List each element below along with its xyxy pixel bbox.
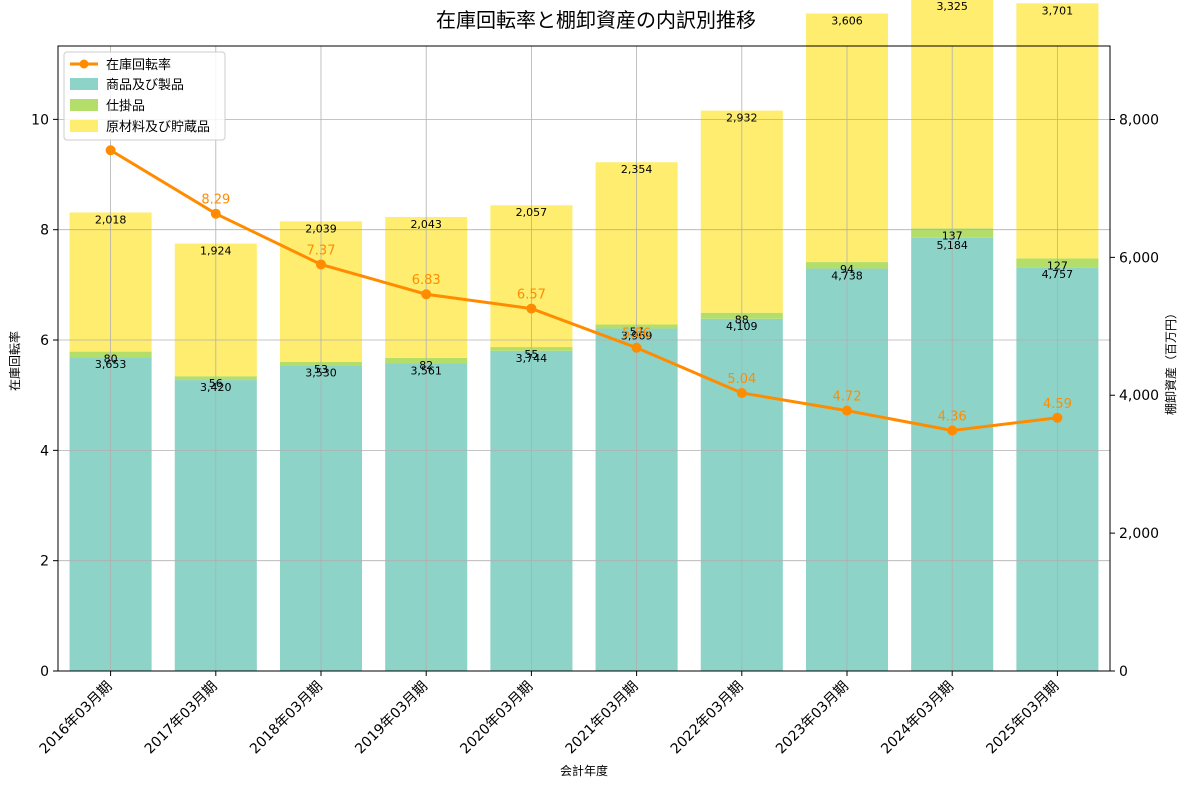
legend-label: 商品及び製品	[106, 78, 184, 93]
legend-label: 仕掛品	[106, 99, 145, 114]
bar-value-label: 2,018	[95, 213, 127, 226]
turnover-point	[947, 425, 958, 436]
bar-value-label: 3,606	[831, 14, 863, 27]
y-right-tick-label: 6,000	[1119, 250, 1159, 266]
bar-value-label: 3,325	[936, 0, 968, 13]
x-tick-label: 2024年03月期	[878, 679, 957, 758]
y-axis-left-label: 在庫回転率	[7, 331, 22, 391]
bar-value-label: 5,184	[936, 239, 968, 252]
legend-swatch	[70, 99, 98, 111]
bar-value-label: 4,738	[831, 270, 863, 283]
bar-value-label: 4,109	[726, 320, 758, 333]
bar-value-label: 80	[104, 353, 118, 366]
bar-value-label: 137	[942, 229, 963, 242]
x-tick-label: 2023年03月期	[773, 679, 852, 758]
y-left-tick-label: 0	[40, 664, 49, 680]
turnover-value-label: 6.83	[412, 273, 441, 288]
turnover-value-label: 6.57	[517, 288, 546, 303]
bar-value-label: 3,969	[621, 329, 653, 342]
turnover-value-label: 7.37	[307, 243, 336, 258]
turnover-point	[842, 405, 852, 416]
turnover-value-label: 8.29	[201, 193, 230, 208]
x-tick-label: 2019年03月期	[352, 679, 431, 758]
x-axis-label: 会計年度	[560, 763, 608, 778]
turnover-point	[316, 259, 326, 270]
bar-value-label: 3,420	[200, 381, 232, 394]
x-tick-label: 2017年03月期	[142, 679, 221, 758]
bar-value-label: 94	[840, 263, 854, 276]
x-tick-label: 2016年03月期	[37, 679, 116, 758]
x-tick-label: 2025年03月期	[983, 679, 1062, 758]
turnover-point	[210, 208, 221, 219]
legend-label: 原材料及び貯蔵品	[106, 120, 210, 135]
turnover-point	[105, 145, 116, 156]
x-tick-label: 2018年03月期	[247, 679, 326, 758]
bar-value-label: 3,744	[516, 352, 548, 365]
turnover-point	[526, 303, 537, 314]
turnover-value-label: 4.59	[1043, 397, 1072, 412]
y-right-tick-label: 8,000	[1119, 112, 1159, 128]
plot-area: 3,653 3,420 3,530 3,561 3,744 3,969 4,109 4,738…	[31, 0, 1159, 757]
turnover-point	[421, 289, 432, 300]
x-tick-label: 2022年03月期	[668, 679, 747, 758]
bar-value-label: 53	[314, 363, 328, 376]
x-tick-label: 2020年03月期	[457, 679, 536, 758]
bar-value-label: 88	[735, 314, 749, 327]
legend-swatch	[70, 78, 98, 90]
chart-title: 在庫回転率と棚卸資産の内訳別推移	[436, 8, 756, 32]
bar-value-label: 57	[630, 326, 644, 339]
turnover-value-label: 5.86	[622, 327, 651, 342]
bar-value-label: 1,924	[200, 245, 232, 258]
y-axis-right-label: 棚卸資産（百万円）	[1163, 307, 1178, 415]
bar-value-label: 127	[1047, 259, 1068, 272]
y-right-tick-label: 4,000	[1119, 388, 1159, 404]
turnover-point	[736, 387, 747, 398]
legend-label: 在庫回転率	[106, 57, 171, 73]
bar-value-label: 2,932	[726, 112, 758, 125]
bar-value-label: 55	[524, 348, 538, 361]
y-right-tick-label: 0	[1119, 664, 1128, 680]
bar-value-label: 82	[419, 359, 433, 372]
bar-value-label: 2,043	[410, 218, 442, 231]
y-left-tick-label: 4	[40, 443, 49, 459]
bar-value-label: 4,757	[1042, 268, 1074, 281]
bar-value-label: 2,354	[621, 163, 653, 176]
legend-line-marker	[79, 59, 89, 69]
bar-value-label: 2,039	[305, 222, 337, 235]
legend-swatch	[70, 120, 98, 132]
y-left-tick-label: 10	[31, 112, 49, 128]
x-tick-label: 2021年03月期	[563, 679, 642, 758]
turnover-value-label: 4.36	[938, 409, 967, 424]
y-left-tick-label: 8	[40, 223, 49, 239]
turnover-value-label: 4.72	[833, 390, 862, 405]
legend-box	[63, 51, 226, 141]
y-right-tick-label: 2,000	[1119, 526, 1159, 542]
turnover-value-label: 5.04	[727, 372, 756, 387]
turnover-point	[631, 342, 642, 353]
bar-value-label: 3,701	[1042, 4, 1074, 17]
bar-value-label: 3,653	[95, 358, 127, 371]
bar-value-label: 3,561	[410, 364, 442, 377]
plot-frame	[57, 45, 1111, 672]
turnover-line	[109, 148, 1058, 433]
bar-value-label: 3,530	[305, 367, 337, 380]
bar-value-label: 56	[209, 377, 223, 390]
y-left-tick-label: 6	[40, 333, 49, 349]
y-left-tick-label: 2	[40, 554, 49, 570]
turnover-point	[1052, 412, 1063, 423]
bar-value-label: 2,057	[516, 206, 548, 219]
